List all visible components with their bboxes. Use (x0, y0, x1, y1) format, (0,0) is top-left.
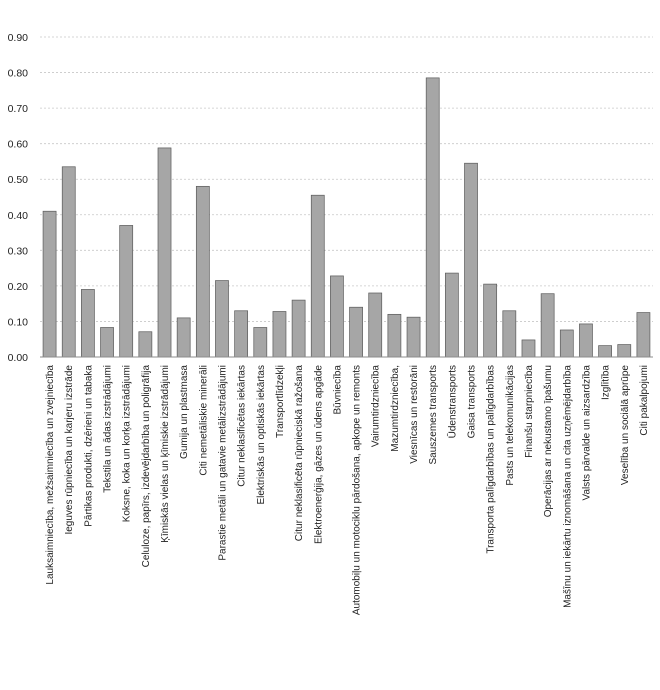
bar (617, 344, 632, 358)
bar (464, 162, 478, 358)
y-tick-label: 0.20 (8, 281, 29, 293)
x-category-label: Ūdenstransports (446, 365, 458, 438)
x-category-label: Koksne, koka un korķa izstrādājumi (122, 365, 133, 522)
x-category-label: Citur neklasificēta rūpnieciskā ražošana (294, 365, 305, 542)
x-category-label: Gumija un plastmasa (179, 365, 190, 459)
bar (310, 194, 325, 358)
x-category-label: Būvniecība (332, 365, 343, 415)
bar (215, 280, 229, 358)
x-category-label: Operācijas ar nekustamo īpašumu (543, 365, 554, 517)
bars (42, 77, 651, 358)
bar (330, 275, 344, 358)
bar (349, 306, 363, 358)
y-tick-label: 0.60 (8, 139, 29, 151)
x-category-label: Ieguves rūpniecība un karjeru izstrāde (64, 365, 75, 535)
x-category-label: Valsts pārvalde un aizsardzība (581, 365, 592, 501)
bar (483, 283, 498, 358)
x-category-label: Transportlīdzekļi (275, 365, 286, 438)
bar (157, 147, 172, 358)
x-category-label: Citur neklasificētas iekārtas (237, 365, 248, 487)
bar (444, 272, 459, 358)
x-category-label: Finanšu starpniecība (524, 365, 535, 458)
x-category-label: Celuloze, papīrs, izdevējdarbība un poli… (141, 365, 152, 568)
x-category-label: Parastie metāli un gatavie metālizstrādā… (217, 365, 228, 561)
x-category-label: Pasts un telekomunikācijas (505, 365, 516, 486)
x-category-label: Vairumtirdzniecība (371, 365, 382, 448)
y-tick-label: 0.40 (8, 210, 29, 222)
x-category-label: Gaisa transports (467, 365, 478, 438)
x-category-label: Veselība un sociālā aprūpe (620, 365, 631, 486)
bar (61, 166, 76, 358)
x-category-label: Izglītība (601, 365, 612, 400)
bar (559, 329, 574, 358)
x-category-label: Automobiļu un motociklu pārdošana, apkop… (352, 365, 363, 615)
bar (598, 345, 612, 358)
bar (387, 313, 402, 358)
x-category-label: Citi pakalpojumi (639, 365, 650, 436)
bar (636, 312, 651, 358)
bar (176, 317, 191, 358)
y-tick-label: 0.00 (8, 352, 29, 364)
y-tick-label: 0.30 (8, 245, 29, 257)
x-category-label: Transporta palīgdarbības un palīgdarbība… (486, 365, 497, 554)
y-tick-label: 0.10 (8, 316, 29, 328)
bar (100, 327, 114, 358)
bar (272, 311, 287, 358)
bar (195, 185, 210, 358)
x-category-label: Mašīnu un iekārtu iznomāšana un cita uzņ… (562, 365, 573, 608)
bar (579, 323, 593, 358)
x-category-label: Tekstila un ādas izstrādājumi (103, 365, 114, 493)
bar (406, 316, 421, 358)
x-category-label: Lauksaimniecība, mežsaimniecība un zvejn… (45, 365, 56, 585)
x-category-label: Mazumtirdzniecība, (390, 365, 401, 452)
bar (425, 77, 440, 358)
bar (521, 339, 536, 358)
x-category-label: Citi nemetāliskie minerāli (198, 365, 209, 476)
bar (291, 299, 306, 358)
bar (540, 293, 555, 358)
x-category-label: Elektriskās un optiskās iekārtas (256, 365, 267, 505)
bar (368, 292, 383, 358)
x-category-label: Sauszemes transports (428, 365, 439, 465)
bar (119, 225, 134, 358)
y-tick-label: 0.50 (8, 174, 29, 186)
y-axis-tick-labels: 0.00 0.10 0.20 0.30 0.40 0.50 0.60 0.70 0.80 0.90 (8, 32, 29, 364)
x-axis-category-labels: Lauksaimniecība, mežsaimniecība un zvejn… (45, 365, 650, 616)
bar (81, 289, 95, 358)
x-category-label: Pārtikas produkti, dzērieni un tabaka (83, 365, 94, 527)
bar (138, 331, 153, 358)
y-tick-label: 0.90 (8, 32, 29, 44)
bar (253, 327, 268, 358)
bar (502, 310, 517, 358)
x-category-label: Elektroenerģija, gāzes un ūdens apgāde (311, 365, 324, 544)
bar (42, 210, 57, 358)
x-category-label: Viesnīcas un restorāni (409, 365, 420, 464)
bar (234, 310, 249, 358)
y-tick-label: 0.80 (8, 68, 29, 80)
x-category-label: Ķīmiskās vielas un ķīmiskie izstrādājumi (160, 365, 171, 543)
y-tick-label: 0.70 (8, 103, 29, 115)
